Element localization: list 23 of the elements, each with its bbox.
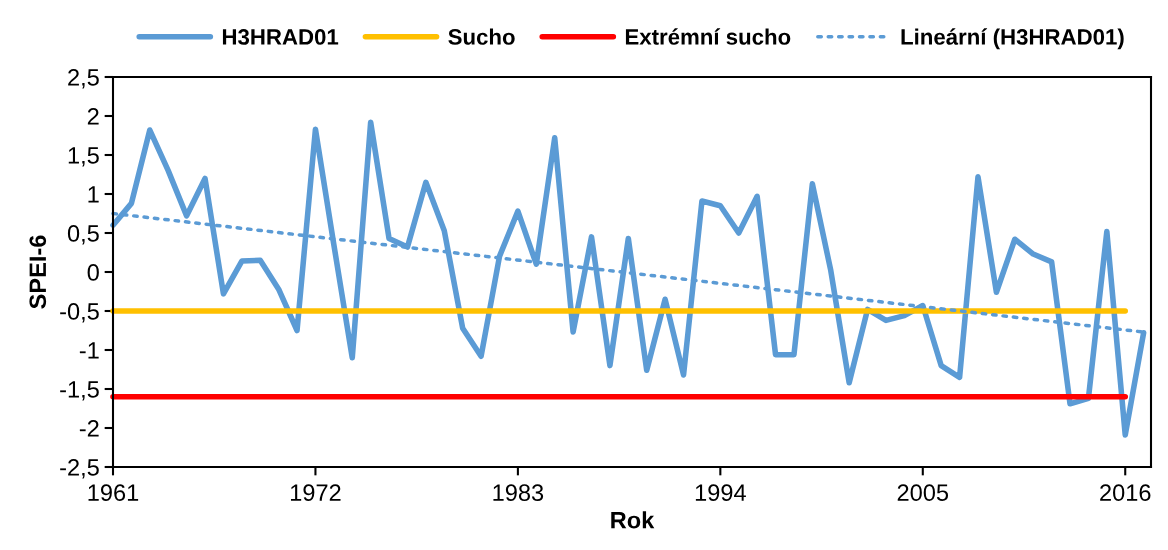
x-tick-label: 2005 xyxy=(897,484,949,502)
y-tick-label: 0 xyxy=(87,264,99,281)
x-tick-label: 1994 xyxy=(695,484,746,502)
legend-label: Sucho xyxy=(448,28,515,45)
y-tick-label: 2,5 xyxy=(68,69,99,89)
y-tick-label: 0,5 xyxy=(67,225,99,245)
x-tick-label: 1972 xyxy=(290,484,341,502)
y-tick-label: 2 xyxy=(87,108,99,125)
y-tick-label: -2 xyxy=(79,420,99,437)
y-tick-label: -0,5 xyxy=(60,303,99,323)
y-axis-title: SPEI-6 xyxy=(29,235,47,309)
y-tick-label: -2,5 xyxy=(60,459,99,479)
legend-label: H3HRAD01 xyxy=(222,29,339,45)
y-tick-label: 1 xyxy=(88,186,99,203)
legend-label: Lineární (H3HRAD01) xyxy=(901,28,1124,50)
y-tick-label: 1,5 xyxy=(68,147,99,167)
x-tick-label: 1983 xyxy=(493,484,544,502)
y-tick-label: -1,5 xyxy=(60,381,99,401)
y-tick-label: -1 xyxy=(79,342,99,359)
legend-label: Extrémní sucho xyxy=(625,28,791,45)
x-tick-label: 1961 xyxy=(88,484,139,502)
x-axis-title: Rok xyxy=(611,511,655,529)
x-tick-label: 2016 xyxy=(1100,484,1151,502)
